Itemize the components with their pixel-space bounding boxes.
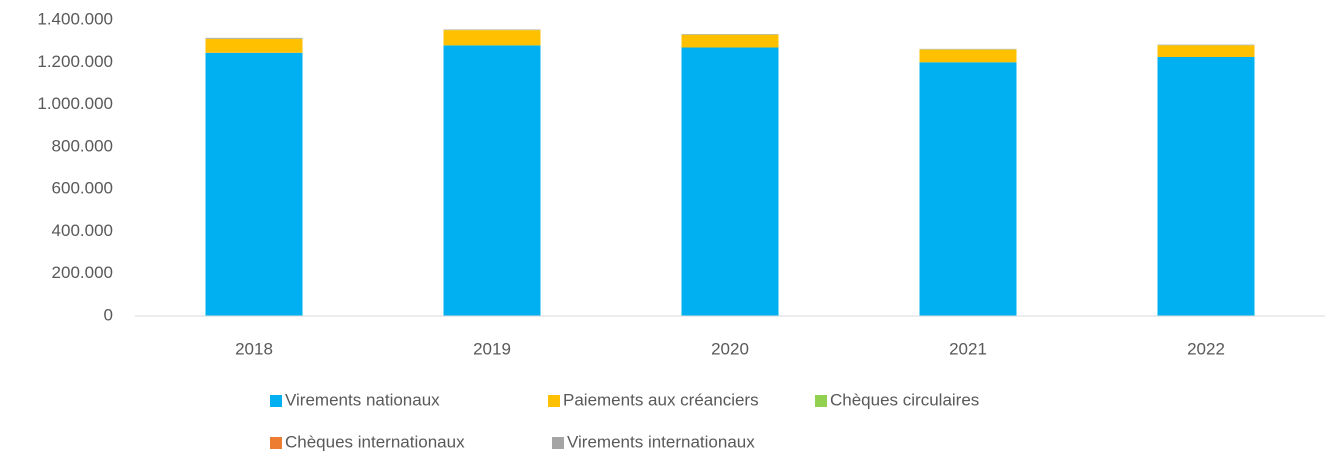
legend-label: Chèques circulaires (830, 390, 979, 409)
legend-swatch (815, 395, 827, 407)
x-tick-label: 2018 (235, 339, 273, 358)
y-tick-label: 600.000 (52, 179, 113, 198)
legend-swatch (552, 437, 564, 449)
x-tick-label: 2019 (473, 339, 511, 358)
x-tick-label: 2022 (1187, 339, 1225, 358)
x-tick-label: 2021 (949, 339, 987, 358)
bar-segment (1157, 45, 1255, 57)
bar-segment (205, 39, 303, 53)
bar-segment (919, 49, 1017, 63)
legend-swatch (548, 395, 560, 407)
legend-label: Paiements aux créanciers (563, 390, 759, 409)
legend-label: Virements internationaux (567, 432, 755, 451)
bar-segment (443, 45, 541, 316)
legend-label: Chèques internationaux (285, 432, 465, 451)
y-tick-label: 200.000 (52, 263, 113, 282)
y-tick-label: 800.000 (52, 136, 113, 155)
legend-swatch (270, 395, 282, 407)
y-tick-label: 400.000 (52, 221, 113, 240)
legend-label: Virements nationaux (285, 390, 440, 409)
bar-segment (1157, 57, 1255, 316)
bar-segment (681, 34, 779, 48)
y-tick-label: 1.400.000 (37, 9, 113, 28)
bar-segment (205, 52, 303, 317)
y-tick-label: 1.200.000 (37, 52, 113, 71)
bar-segment (205, 37, 303, 39)
x-tick-label: 2020 (711, 339, 749, 358)
bar-segment (919, 62, 1017, 317)
y-tick-label: 0 (104, 305, 113, 324)
bar-segment (443, 30, 541, 46)
y-tick-label: 1.000.000 (37, 94, 113, 113)
bar-segment (681, 47, 779, 316)
legend-swatch (270, 437, 282, 449)
